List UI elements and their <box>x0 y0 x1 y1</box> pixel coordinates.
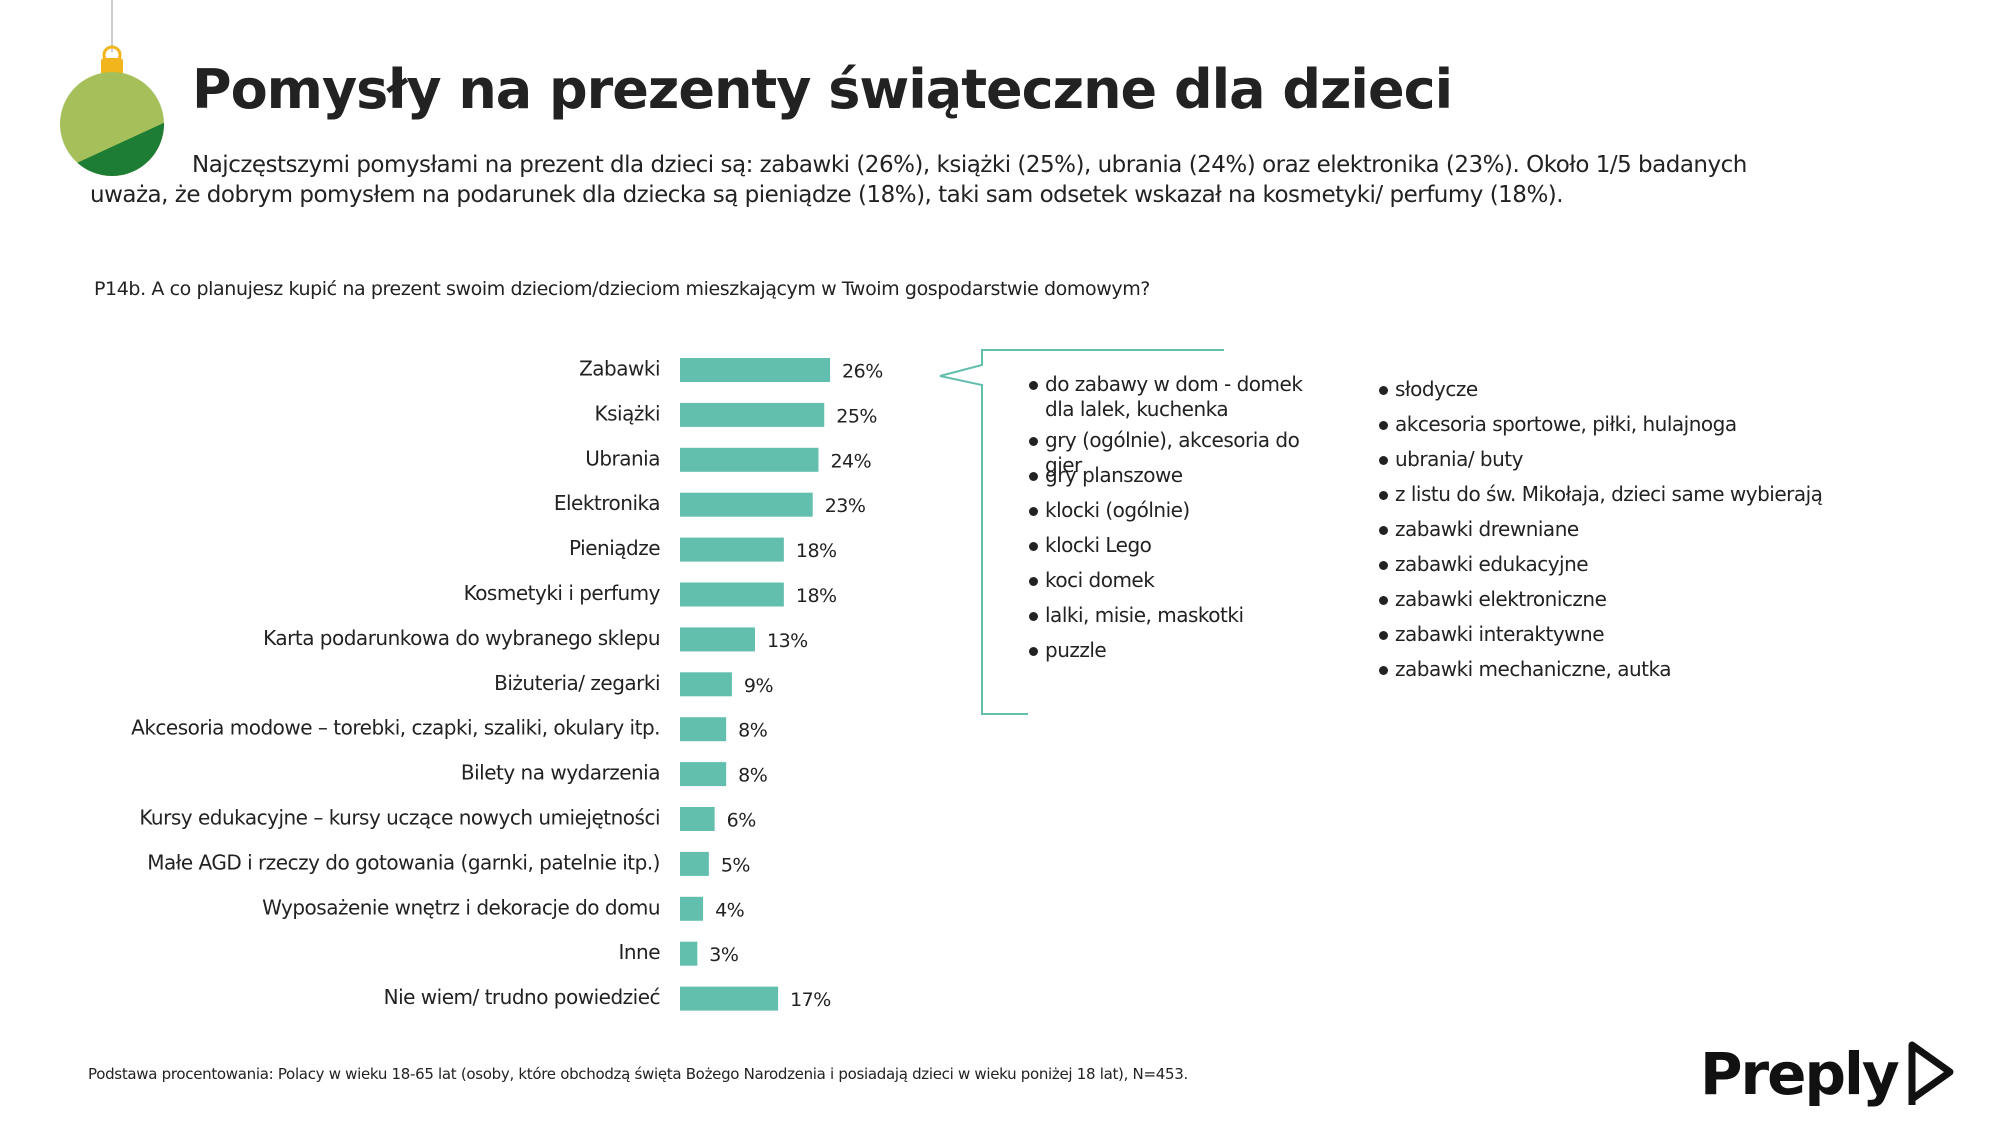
bar <box>680 717 727 742</box>
category-label: Elektronika <box>554 491 660 515</box>
category-label: Pieniądze <box>569 536 660 560</box>
category-label: Wyposażenie wnętrz i dekoracje do domu <box>262 895 660 919</box>
example-item: klocki (ogólnie) <box>1029 498 1335 523</box>
value-label: 25% <box>836 405 877 427</box>
category-label: Akcesoria modowe – torebki, czapki, szal… <box>131 716 660 740</box>
value-label: 9% <box>744 675 773 697</box>
value-label: 26% <box>842 361 883 383</box>
category-label: Ubrania <box>585 446 660 470</box>
value-label: 5% <box>721 854 750 876</box>
value-label: 13% <box>767 630 808 652</box>
bar <box>680 537 784 562</box>
bar <box>680 672 732 697</box>
bar <box>680 986 779 1011</box>
bar <box>680 402 825 427</box>
category-label: Inne <box>618 940 660 964</box>
callout-bracket <box>939 349 1224 715</box>
description: Najczęstszymi pomysłami na prezent dla d… <box>90 152 1747 208</box>
bar <box>680 851 709 876</box>
value-label: 17% <box>790 989 831 1011</box>
bar <box>680 492 813 517</box>
bar <box>680 807 715 831</box>
bar <box>680 941 698 966</box>
page-title: Pomysły na prezenty świąteczne dla dziec… <box>192 58 1453 121</box>
footnote: Podstawa procentowania: Polacy w wieku 1… <box>88 1065 1188 1083</box>
example-item: zabawki mechaniczne, autka <box>1379 657 1671 682</box>
example-item: zabawki edukacyjne <box>1379 552 1589 577</box>
value-label: 6% <box>727 810 756 832</box>
example-item: do zabawy w dom - domek dla lalek, kuche… <box>1029 372 1335 422</box>
example-item: ubrania/ buty <box>1379 447 1523 472</box>
value-label: 8% <box>738 720 767 742</box>
category-label: Bilety na wydarzenia <box>461 761 660 785</box>
example-item: gry planszowe <box>1029 463 1335 488</box>
category-label: Kosmetyki i perfumy <box>464 581 661 605</box>
category-label: Małe AGD i rzeczy do gotowania (garnki, … <box>147 850 660 874</box>
bar <box>680 582 784 607</box>
example-item: zabawki interaktywne <box>1379 622 1605 647</box>
category-label: Karta podarunkowa do wybranego sklepu <box>263 626 660 650</box>
value-label: 3% <box>709 944 738 966</box>
example-item: puzzle <box>1029 638 1335 663</box>
example-item: koci domek <box>1029 568 1335 593</box>
category-label: Kursy edukacyjne – kursy uczące nowych u… <box>139 806 660 830</box>
bar <box>680 896 704 921</box>
logo: Preply <box>1700 1040 1900 1108</box>
category-label: Książki <box>595 401 660 425</box>
value-label: 18% <box>796 585 837 607</box>
bar <box>680 447 819 472</box>
example-item: klocki Lego <box>1029 533 1335 558</box>
category-label: Nie wiem/ trudno powiedzieć <box>384 985 660 1009</box>
question: P14b. A co planujesz kupić na prezent sw… <box>94 278 1150 300</box>
value-label: 23% <box>825 495 866 517</box>
logo-icon <box>1908 1041 1954 1105</box>
value-label: 18% <box>796 540 837 562</box>
value-label: 24% <box>830 450 871 472</box>
example-item: zabawki drewniane <box>1379 517 1579 542</box>
example-item: akcesoria sportowe, piłki, hulajnoga <box>1379 412 1737 437</box>
example-item: z listu do św. Mikołaja, dzieci same wyb… <box>1379 482 1823 507</box>
example-item: zabawki elektroniczne <box>1379 587 1607 612</box>
bar-chart: Zabawki 26% Książki 25% Ubrania 24% Elektronik… <box>131 357 883 1012</box>
bar <box>680 762 727 787</box>
value-label: 8% <box>738 765 767 787</box>
example-item: lalki, misie, maskotki <box>1029 603 1335 628</box>
bar <box>680 358 831 382</box>
category-label: Zabawki <box>579 357 660 381</box>
example-item: gry (ogólnie), akcesoria do gier <box>1029 428 1335 478</box>
category-label: Biżuteria/ zegarki <box>494 671 660 695</box>
value-label: 4% <box>715 899 744 921</box>
bar <box>680 627 756 652</box>
example-item: słodycze <box>1379 377 1478 402</box>
